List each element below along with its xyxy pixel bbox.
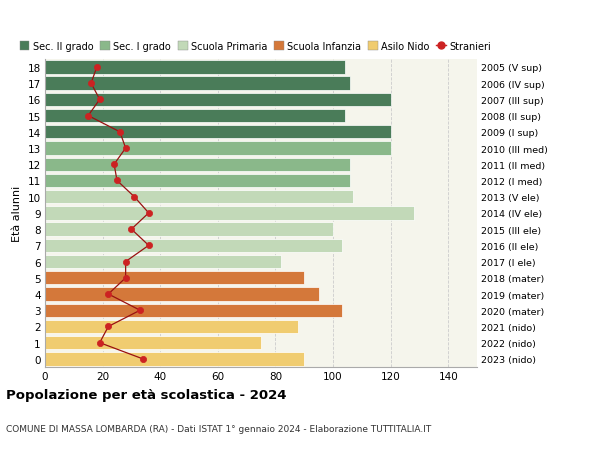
Bar (45, 77, 350, 90)
Bar (45, 353, 304, 366)
Bar (45, 336, 261, 350)
Bar (45, 61, 344, 74)
Bar (45, 158, 350, 172)
Bar (45, 255, 281, 269)
Bar (45, 223, 333, 236)
Bar (45, 126, 391, 139)
Bar (45, 272, 304, 285)
Bar (45, 174, 350, 188)
Bar (45, 94, 391, 107)
Bar (45, 190, 353, 204)
Bar (45, 142, 391, 155)
Bar (45, 207, 413, 220)
Y-axis label: Età alunni: Età alunni (12, 185, 22, 241)
Bar (45, 320, 298, 333)
Bar (45, 304, 341, 317)
Text: COMUNE DI MASSA LOMBARDA (RA) - Dati ISTAT 1° gennaio 2024 - Elaborazione TUTTIT: COMUNE DI MASSA LOMBARDA (RA) - Dati IST… (6, 425, 431, 434)
Legend: Sec. II grado, Sec. I grado, Scuola Primaria, Scuola Infanzia, Asilo Nido, Stran: Sec. II grado, Sec. I grado, Scuola Prim… (20, 42, 491, 52)
Bar (45, 239, 341, 252)
Text: Popolazione per età scolastica - 2024: Popolazione per età scolastica - 2024 (6, 388, 287, 401)
Bar (45, 110, 344, 123)
Bar (45, 288, 319, 301)
